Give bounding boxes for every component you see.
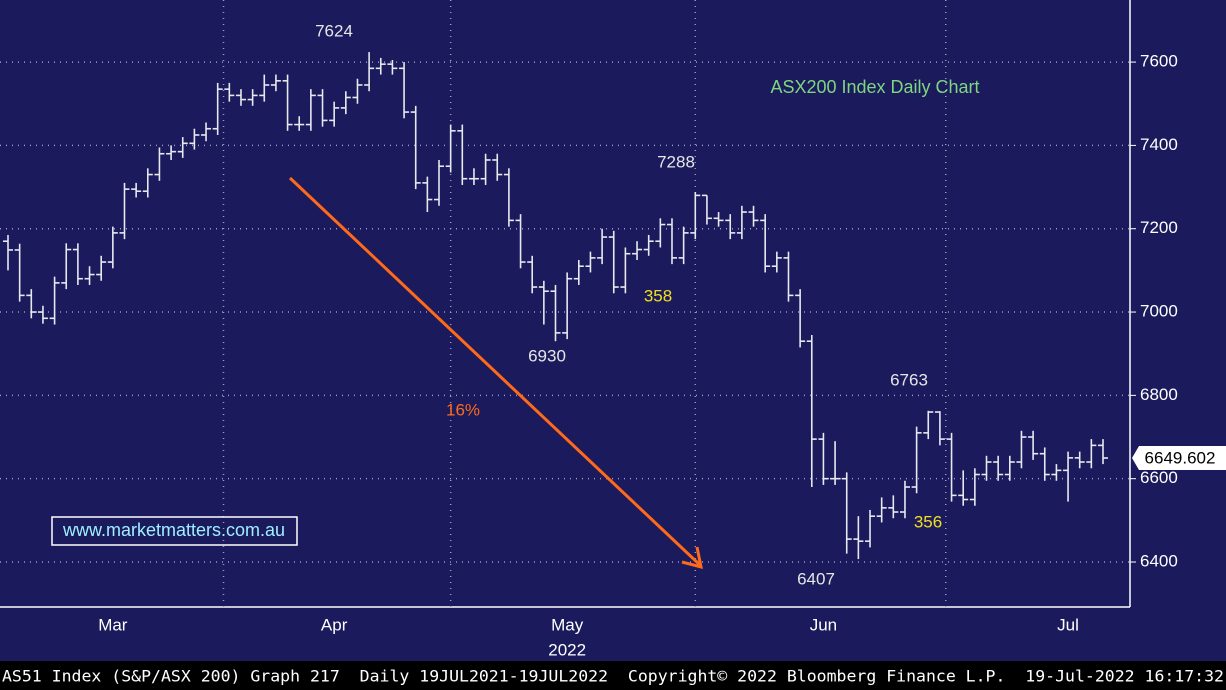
last-price-label: 6649.602	[1145, 449, 1216, 468]
annotation: 356	[914, 512, 942, 531]
annotation: 6407	[797, 569, 835, 588]
y-tick-label: 7200	[1140, 218, 1178, 237]
y-tick-label: 6400	[1140, 551, 1178, 570]
y-tick-label: 7400	[1140, 135, 1178, 154]
annotation: 16%	[446, 400, 480, 419]
annotation: 7624	[315, 21, 353, 40]
y-tick-label: 6600	[1140, 468, 1178, 487]
y-tick-label: 6800	[1140, 385, 1178, 404]
annotation: 6930	[528, 346, 566, 365]
y-tick-label: 7600	[1140, 52, 1178, 71]
bars	[3, 52, 1108, 560]
annotation: 7288	[657, 152, 695, 171]
x-year-label: 2022	[548, 640, 586, 659]
watermark-box	[51, 516, 298, 546]
trend-arrow	[288, 176, 702, 567]
x-tick-label: Jun	[810, 615, 837, 634]
x-tick-label: Jul	[1057, 615, 1079, 634]
footer-bar	[0, 661, 1226, 690]
x-tick-label: Apr	[321, 615, 348, 634]
grid	[0, 0, 1136, 612]
x-tick-label: May	[551, 615, 584, 634]
x-tick-label: Mar	[98, 615, 128, 634]
watermark: www.marketmatters.com.au	[62, 520, 285, 540]
arrow-head	[681, 546, 703, 570]
last-price-box	[1132, 446, 1226, 471]
annotation: 358	[644, 286, 672, 305]
footer: AS51 Index (S&P/ASX 200) Graph 217 Daily…	[2, 667, 1224, 686]
annotation: 6763	[890, 370, 928, 389]
y-tick-label: 7000	[1140, 302, 1178, 321]
chart-title: ASX200 Index Daily Chart	[770, 77, 979, 97]
